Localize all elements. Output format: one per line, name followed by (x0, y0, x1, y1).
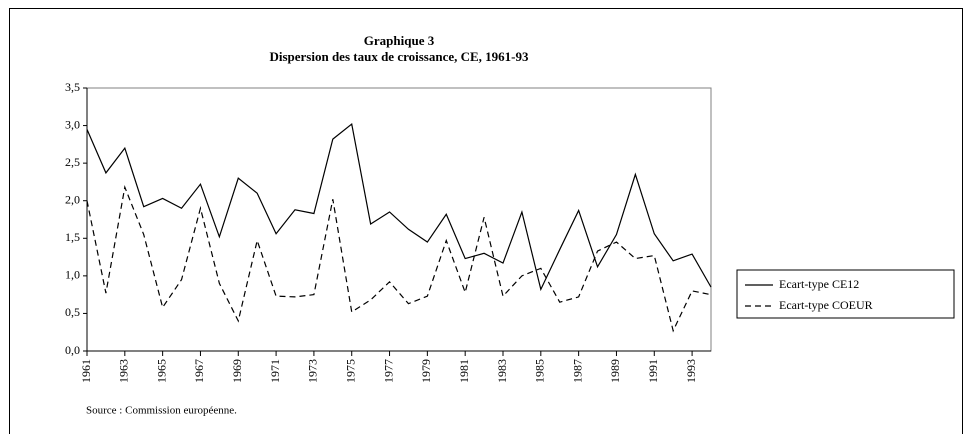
x-tick-label: 1963 (117, 359, 131, 383)
source-note: Source : Commission européenne. (86, 405, 237, 417)
x-tick-label: 1971 (268, 359, 282, 383)
legend-box (736, 269, 955, 319)
y-tick-label: 0,0 (65, 343, 80, 357)
legend-label: Ecart-type CE12 (779, 277, 859, 291)
chart-frame (9, 8, 963, 434)
y-tick-label: 1,5 (65, 230, 80, 244)
x-tick-label: 1977 (381, 359, 395, 383)
y-tick-label: 3,5 (65, 80, 80, 94)
y-tick-label: 0,5 (65, 305, 80, 319)
x-tick-label: 1987 (570, 359, 584, 383)
x-tick-label: 1975 (343, 359, 357, 383)
x-tick-label: 1967 (192, 359, 206, 383)
chart-title: Graphique 3 (364, 33, 435, 48)
x-tick-label: 1965 (154, 359, 168, 383)
legend-label: Ecart-type COEUR (779, 298, 873, 312)
x-tick-label: 1969 (230, 359, 244, 383)
x-tick-label: 1973 (306, 359, 320, 383)
series-line (86, 122, 712, 292)
x-tick-label: 1961 (79, 359, 93, 383)
x-tick-label: 1991 (646, 359, 660, 383)
x-tick-label: 1993 (684, 359, 698, 383)
x-tick-label: 1979 (419, 359, 433, 383)
y-tick-label: 2,5 (65, 155, 80, 169)
plot-area (86, 87, 712, 352)
series-line (86, 185, 712, 333)
x-tick-label: 1985 (533, 359, 547, 383)
chart-subtitle: Dispersion des taux de croissance, CE, 1… (269, 49, 529, 64)
x-tick-label: 1989 (608, 359, 622, 383)
x-tick-label: 1981 (457, 359, 471, 383)
y-tick-label: 3,0 (65, 117, 80, 131)
x-tick-label: 1983 (495, 359, 509, 383)
y-tick-label: 1,0 (65, 268, 80, 282)
y-tick-label: 2,0 (65, 192, 80, 206)
